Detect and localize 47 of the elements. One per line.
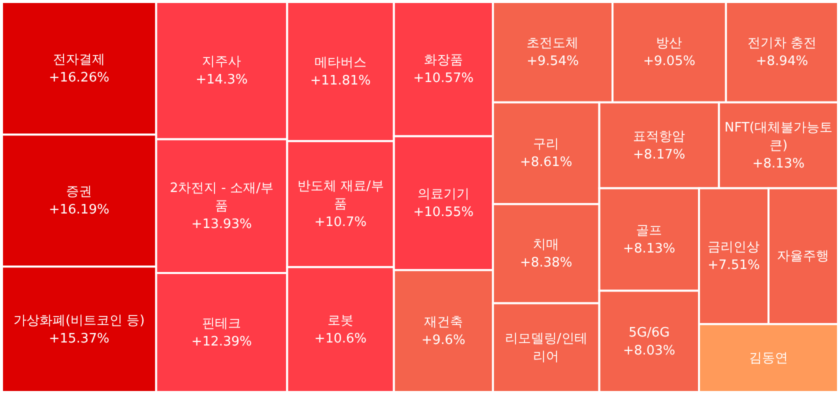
category-label: 김동연 [749, 351, 788, 366]
data-label: +16.19% [48, 202, 110, 218]
data-label: +10.57% [413, 71, 474, 86]
category-label: 핀테크 [202, 316, 242, 332]
category-label: 자율주행 [777, 249, 830, 264]
data-label: +8.13% [752, 156, 805, 172]
data-label: +9.05% [643, 54, 696, 70]
data-label: +8.61% [520, 155, 572, 170]
data-label: +10.6% [314, 332, 367, 347]
data-label: +8.03% [623, 343, 676, 358]
category-label: NFT(대체불가능토큰) [724, 120, 832, 154]
data-label: +14.3% [196, 72, 248, 88]
category-label: 방산 [656, 36, 682, 52]
category-label: 표적항암 [633, 129, 686, 144]
category-label: 2차전지 - 소재/부품 [170, 181, 274, 214]
category-label: 구리 [533, 137, 560, 152]
data-label: +15.37% [48, 331, 110, 346]
data-label: +16.26% [48, 70, 110, 86]
category-label: 재건축 [424, 315, 463, 330]
category-label: 반도체 재료/부품 [297, 179, 384, 212]
category-label: 증권 [66, 184, 92, 200]
data-label: +8.17% [633, 147, 686, 162]
data-label: +8.94% [756, 54, 808, 70]
category-label: 금리인상 [708, 240, 760, 256]
data-label: +11.81% [310, 74, 371, 89]
data-label: +12.39% [191, 334, 252, 350]
category-label: 골프 [636, 223, 662, 238]
category-label: 로봇 [328, 314, 354, 329]
category-label: 메타버스 [314, 56, 367, 71]
data-label: +13.93% [191, 217, 252, 232]
category-label: 리모델링/인테리어 [504, 332, 588, 365]
category-label: 전기차 충전 [747, 36, 817, 52]
category-label: 지주사 [202, 54, 242, 70]
category-label: 치매 [533, 238, 560, 253]
category-label: 초전도체 [526, 36, 579, 52]
data-label: +9.54% [526, 54, 579, 70]
data-label: +8.13% [623, 241, 676, 256]
data-label: +7.51% [708, 258, 760, 274]
data-label: +8.38% [520, 256, 572, 271]
category-label: 가상화폐(비트코인 등) [13, 313, 145, 328]
category-label: 전자결제 [53, 52, 106, 68]
category-label: 5G/6G [628, 325, 670, 340]
category-label: 화장품 [424, 53, 463, 68]
data-label: +10.55% [413, 205, 474, 220]
data-label: +10.7% [314, 215, 367, 230]
data-label: +9.6% [421, 333, 466, 348]
category-label: 의료기기 [417, 187, 470, 202]
